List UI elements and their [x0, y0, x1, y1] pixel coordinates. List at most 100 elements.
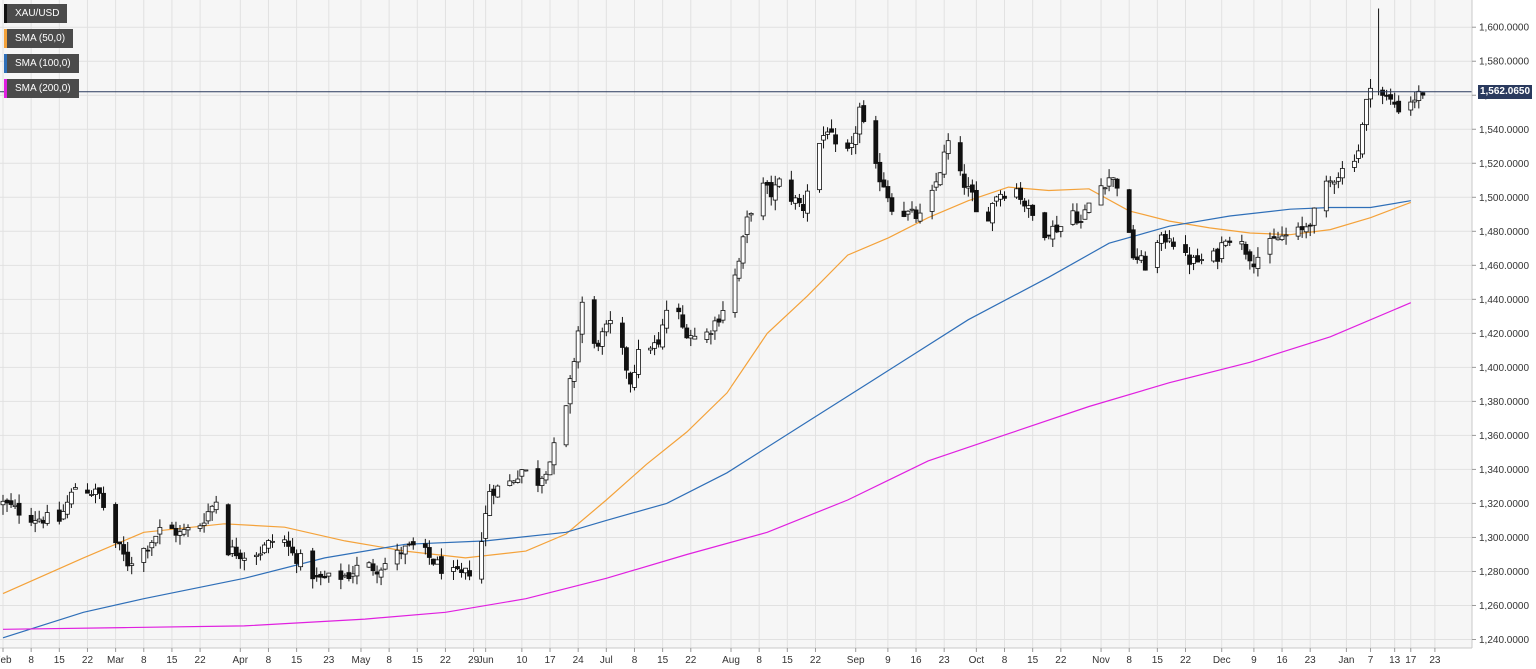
candle: [720, 301, 726, 324]
candle-body-down: [901, 210, 907, 217]
candle: [599, 327, 605, 355]
candle-body-down: [237, 552, 243, 560]
candle: [153, 535, 159, 547]
candle: [829, 119, 834, 133]
grid-layer: [0, 0, 1472, 648]
y-tick-label: 1,580.0000: [1479, 57, 1529, 68]
legend-item-price[interactable]: XAU/USD: [4, 4, 68, 23]
x-tick-label: Nov: [1092, 655, 1110, 666]
candle: [877, 153, 883, 192]
candle: [652, 335, 657, 356]
candle: [1247, 249, 1253, 270]
candle-body-down: [1171, 241, 1176, 247]
x-tick-label: 8: [28, 655, 34, 666]
legend-item-sma50[interactable]: SMA (50,0): [4, 29, 74, 48]
candle-body-down: [233, 546, 239, 557]
x-tick-label: 22: [195, 655, 207, 666]
candle: [1360, 122, 1365, 158]
candle-body-down: [294, 553, 300, 564]
candle-body-up: [1050, 225, 1056, 240]
candle-body-up: [704, 331, 710, 340]
candle: [410, 537, 416, 550]
candle-body-up: [515, 478, 521, 483]
candle-body-up: [933, 181, 939, 188]
candle: [1396, 95, 1402, 115]
candle-body-down: [957, 142, 963, 172]
candle-body-down: [406, 543, 412, 546]
candle: [141, 547, 147, 572]
candle: [796, 193, 802, 207]
candle: [1283, 227, 1289, 245]
candle-body-up: [68, 491, 74, 505]
candle-body-up: [451, 567, 456, 572]
candle-body-up: [1223, 240, 1229, 246]
candle-body-down: [1078, 221, 1084, 223]
x-tick-label: Sep: [847, 655, 865, 666]
candle: [1267, 232, 1273, 264]
candle: [1352, 154, 1357, 172]
candle-body-down: [125, 551, 131, 567]
candle-body-up: [177, 531, 183, 536]
candle-body-up: [603, 323, 609, 333]
x-tick-label: 8: [1126, 655, 1132, 666]
candle-body-up: [1356, 150, 1361, 159]
candle-body-down: [1042, 212, 1048, 239]
candle: [113, 502, 119, 549]
candle: [881, 172, 887, 188]
candle-body-up: [636, 349, 641, 375]
candle: [1380, 86, 1386, 105]
x-tick-label: Jun: [478, 655, 494, 666]
legend-item-sma100[interactable]: SMA (100,0): [4, 54, 79, 73]
candle: [72, 483, 78, 490]
candle-body-up: [0, 500, 6, 506]
candle-body-up: [282, 539, 287, 543]
candle: [620, 316, 625, 355]
candle-body-up: [632, 372, 637, 388]
candle-body-down: [1195, 255, 1200, 263]
legend-label: SMA (50,0): [15, 33, 66, 44]
y-tick-label: 1,440.0000: [1479, 295, 1529, 306]
candle: [849, 136, 855, 155]
candle: [318, 571, 324, 586]
candle-body-down: [1183, 244, 1188, 254]
y-tick-label: 1,260.0000: [1479, 601, 1529, 612]
candle-body-down: [97, 487, 102, 494]
y-tick-label: 1,420.0000: [1479, 329, 1529, 340]
candle: [941, 144, 947, 178]
candle-body-up: [579, 301, 585, 335]
candle-body-up: [1275, 237, 1281, 241]
candle-body-down: [28, 514, 34, 523]
candle-body-down: [656, 339, 662, 345]
candle: [1420, 91, 1426, 99]
candle-body-up: [1416, 90, 1422, 101]
candle-body-up: [1364, 98, 1369, 126]
candle-body-up: [551, 442, 557, 466]
legend-item-sma200[interactable]: SMA (200,0): [4, 79, 79, 98]
candle-body-down: [628, 372, 633, 385]
candle-body-up: [760, 182, 766, 217]
candle-body-up: [708, 333, 714, 335]
candle-body-up: [805, 190, 810, 214]
x-tick-label: 15: [1027, 655, 1039, 666]
x-tick-label: 15: [782, 655, 794, 666]
candle-body-up: [36, 518, 42, 522]
candle: [547, 461, 553, 476]
candle-body-up: [1295, 226, 1301, 237]
candle: [101, 486, 106, 511]
candle-body-up: [1098, 185, 1104, 206]
candle: [322, 570, 328, 579]
candle: [290, 538, 295, 556]
candle-body-up: [688, 335, 694, 339]
candle: [676, 303, 682, 320]
candle: [85, 483, 90, 494]
x-tick-label: 22: [810, 655, 822, 666]
candle-body-up: [692, 335, 698, 340]
candle: [1030, 204, 1036, 221]
candle: [495, 484, 501, 498]
candle: [515, 470, 521, 484]
x-tick-label: 8: [141, 655, 147, 666]
candle-body-up: [941, 151, 947, 175]
candle-body-up: [258, 553, 263, 556]
candle-body-up: [1267, 238, 1273, 255]
candle-body-down: [680, 314, 686, 328]
